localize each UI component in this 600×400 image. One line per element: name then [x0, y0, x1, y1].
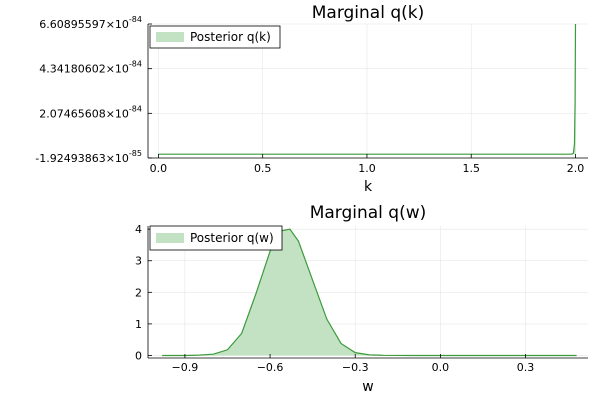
- x-tick-label: 0.5: [254, 162, 272, 175]
- legend-label: Posterior q(k): [190, 30, 271, 44]
- y-tick-label: -1.92493863×10-85: [35, 149, 142, 165]
- legend-swatch: [156, 32, 184, 42]
- chart-marginal-k: 0.0 0.5 1.0 1.5 2.0 -1.92493863×10-85 2.074656…: [35, 3, 588, 195]
- y-tick-label: 4: [135, 223, 142, 236]
- series-line-0: [158, 23, 577, 155]
- x-tick-label: −0.6: [257, 361, 284, 374]
- chart-title-k: Marginal q(k): [312, 3, 425, 23]
- x-tick-label: 2.0: [567, 162, 585, 175]
- y-tick-label: 3: [135, 255, 142, 268]
- y-tick-label: 6.60895597×10-84: [39, 15, 142, 31]
- x-tick-label: −0.3: [342, 361, 369, 374]
- legend-k: Posterior q(k): [149, 25, 281, 49]
- series-line-0: [162, 228, 577, 357]
- x-tick-label: −0.9: [172, 361, 199, 374]
- y-tick-label: 2.07465608×10-84: [39, 104, 142, 120]
- y-tick-label: 2: [135, 286, 142, 299]
- x-tick-label: 0.0: [150, 162, 168, 175]
- legend-box: [149, 25, 281, 49]
- y-tick-label: 1: [135, 318, 142, 331]
- series-area-0: [162, 229, 577, 356]
- x-tick-label: 0.0: [432, 361, 450, 374]
- x-tick-label: 0.3: [517, 361, 535, 374]
- y-tick-label: 4.34180602×10-84: [39, 60, 142, 76]
- x-axis-label-w: w: [362, 379, 373, 395]
- legend-label: Posterior q(w): [190, 231, 274, 245]
- legend-swatch: [156, 233, 184, 243]
- x-tick-label: 1.0: [358, 162, 376, 175]
- y-tick-label: 0: [135, 349, 142, 362]
- chart-title-w: Marginal q(w): [310, 203, 427, 223]
- legend-w: Posterior q(w): [149, 225, 283, 251]
- x-tick-label: 1.5: [462, 162, 480, 175]
- x-axis-label-k: k: [364, 179, 373, 195]
